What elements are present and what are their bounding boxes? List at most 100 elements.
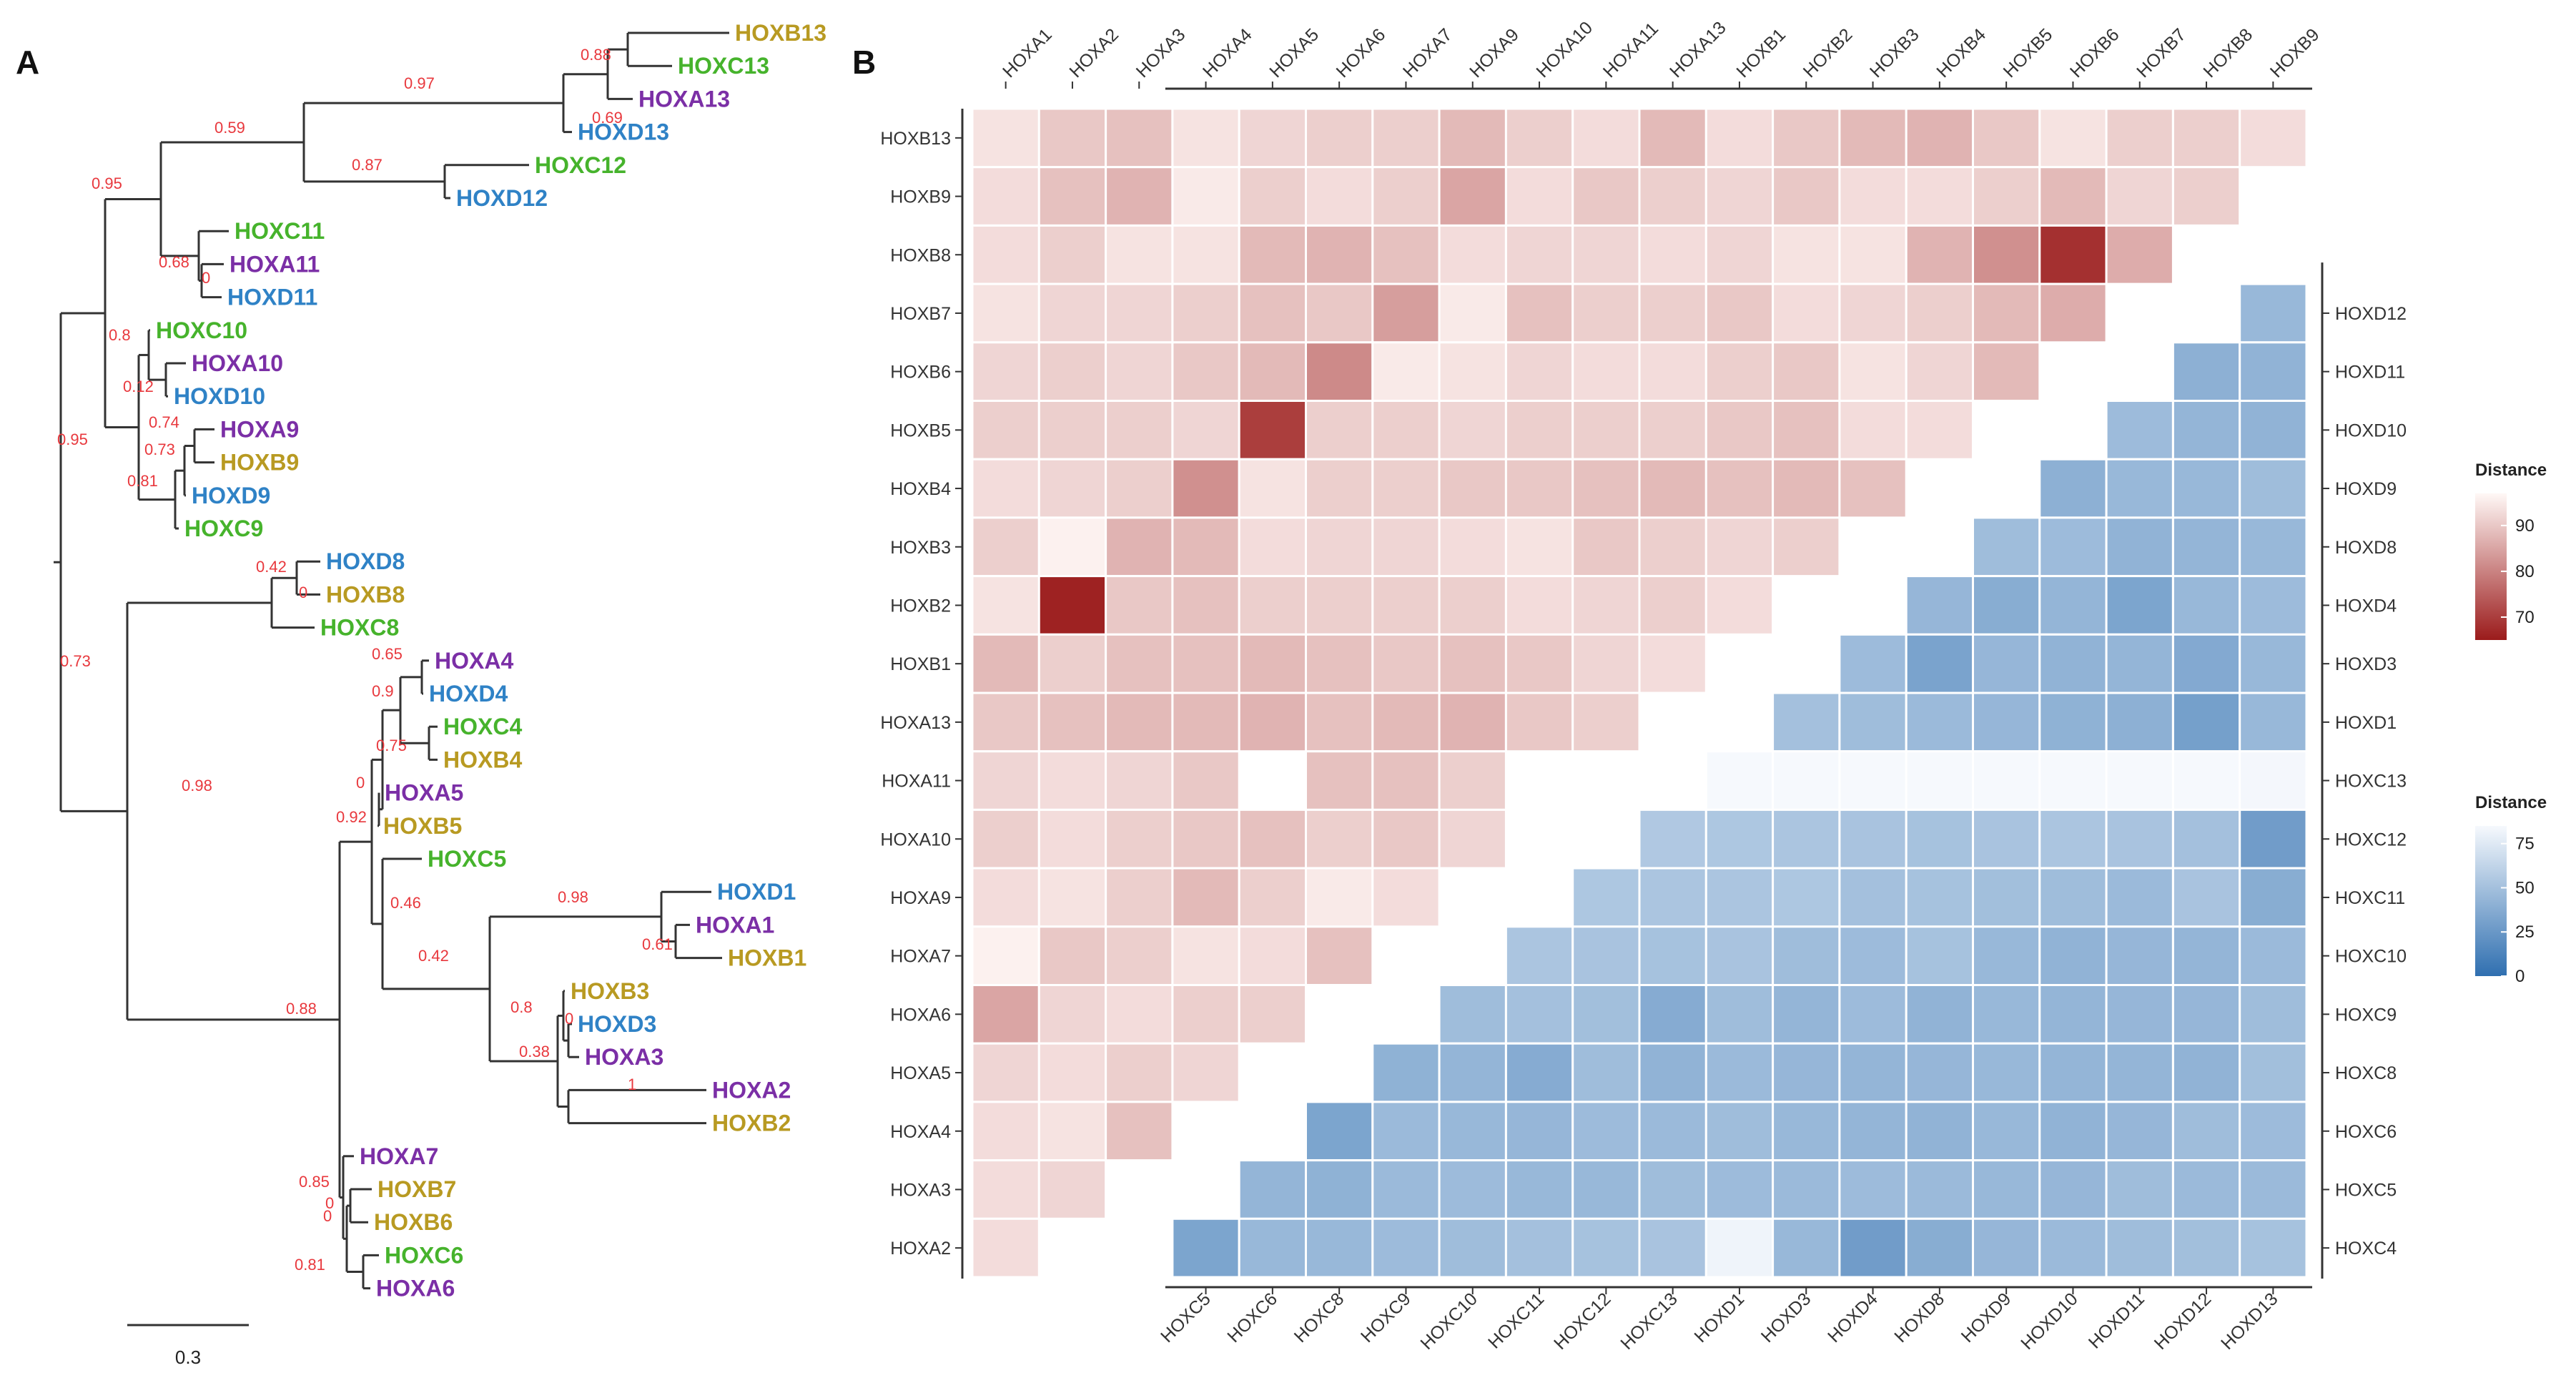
heatmap-cell-lower — [2239, 984, 2308, 1045]
heatmap-cell-upper — [1037, 1159, 1107, 1220]
heatmap-cell-upper — [1371, 808, 1441, 870]
heatmap-cell-lower — [1638, 867, 1707, 928]
heatmap-cell-upper — [1305, 691, 1374, 753]
tree-leaf-label: HOXC8 — [320, 615, 399, 641]
tree-leaf-label: HOXC12 — [535, 152, 626, 178]
heatmap-cell-lower — [2171, 1101, 2241, 1162]
heatmap-top-column-label: HOXB1 — [1732, 25, 1790, 82]
heatmap-cell-upper — [1171, 1042, 1240, 1103]
tree-support-value: 0.8 — [109, 326, 131, 344]
heatmap-cell-lower — [2038, 575, 2108, 636]
heatmap-cell-upper — [1037, 925, 1107, 987]
heatmap-cell-upper — [1105, 516, 1174, 578]
heatmap-cell-lower — [1838, 925, 1908, 987]
heatmap-cell-upper — [2239, 107, 2308, 169]
heatmap-cell-upper — [1105, 458, 1174, 519]
heatmap-cell-upper — [1171, 867, 1240, 928]
heatmap-cell-lower — [1772, 1217, 1841, 1279]
tree-support-value: 0.81 — [127, 472, 158, 490]
heatmap-cell-upper — [1838, 107, 1908, 169]
heatmap-cell-upper — [1772, 166, 1841, 227]
tree-support-value: 0.92 — [336, 808, 367, 826]
heatmap-top-column-label: HOXA11 — [1599, 19, 1662, 82]
tree-support-value: 0.46 — [390, 894, 421, 912]
heatmap-cell-upper — [1371, 282, 1441, 344]
heatmap-cell-upper — [971, 341, 1040, 402]
heatmap-cell-upper — [1305, 282, 1374, 344]
heatmap-cell-upper — [971, 1217, 1040, 1279]
heatmap-cell-upper — [1438, 400, 1507, 461]
heatmap-cell-lower — [2239, 808, 2308, 870]
heatmap-cell-upper — [1105, 1042, 1174, 1103]
tree-leaf-label: HOXD3 — [578, 1011, 656, 1037]
heatmap-cell-upper — [1238, 691, 1307, 753]
tree-support-value: 0.42 — [418, 947, 449, 965]
heatmap-cell-lower — [2171, 750, 2241, 811]
heatmap-top-column-label: HOXB4 — [1933, 24, 1990, 82]
heatmap-cell-upper — [971, 575, 1040, 636]
tree-leaf-label: HOXD4 — [429, 681, 508, 707]
heatmap-cell-upper — [1438, 691, 1507, 753]
heatmap-cell-lower — [1438, 1159, 1507, 1220]
heatmap-cell-upper — [1171, 984, 1240, 1045]
heatmap-cell-lower — [2105, 516, 2174, 578]
heatmap-cell-upper — [1171, 166, 1240, 227]
heatmap-cell-upper — [1704, 516, 1775, 578]
tree-support-value: 0 — [323, 1207, 332, 1225]
tree-leaf-label: HOXA13 — [638, 86, 730, 112]
tree-leaf-label: HOXB6 — [374, 1209, 453, 1235]
heatmap-top-column-label: HOXA7 — [1399, 25, 1456, 82]
heatmap-cell-upper — [1105, 750, 1174, 811]
heatmap-cell-upper — [1238, 166, 1307, 227]
tree-support-value: 0.95 — [57, 430, 88, 448]
heatmap-right-row-label: HOXD9 — [2335, 479, 2397, 499]
heatmap-cell-upper — [1305, 224, 1374, 285]
tree-leaf-label: HOXC13 — [678, 53, 769, 79]
heatmap-cell-upper — [1037, 400, 1107, 461]
heatmap-top-column-label: HOXA5 — [1265, 25, 1323, 82]
heatmap-cell-upper — [1704, 575, 1775, 636]
heatmap-cell-upper — [1037, 984, 1107, 1045]
heatmap-cell-lower — [1905, 1101, 1974, 1162]
heatmap-top-column-label: HOXB3 — [1866, 25, 1923, 82]
heatmap-cell-lower — [1638, 984, 1707, 1045]
tree-support-value: 0.12 — [123, 378, 154, 395]
heatmap-cell-lower — [2239, 633, 2308, 694]
heatmap-cell-upper — [971, 808, 1040, 870]
heatmap-cell-lower — [2239, 1217, 2308, 1279]
heatmap-cell-lower — [1905, 984, 1974, 1045]
heatmap-cell-lower — [2105, 633, 2174, 694]
heatmap-cell-upper — [1305, 867, 1374, 928]
heatmap-cell-lower — [1638, 1217, 1707, 1279]
heatmap-cell-lower — [2038, 808, 2108, 870]
heatmap-cell-upper — [971, 1101, 1040, 1162]
heatmap-cell-upper — [1571, 516, 1641, 578]
heatmap-cell-lower — [1305, 1217, 1374, 1279]
panel-a-label: A — [16, 44, 39, 81]
heatmap-right-row-label: HOXC9 — [2335, 1005, 2397, 1025]
heatmap-cell-upper — [1238, 633, 1307, 694]
heatmap-right-row-label: HOXD8 — [2335, 538, 2397, 558]
heatmap-cell-lower — [2105, 925, 2174, 987]
heatmap-cell-lower — [2239, 867, 2308, 928]
heatmap-bottom-column-label: HOXC10 — [1416, 1289, 1481, 1354]
heatmap-cell-lower — [2171, 867, 2241, 928]
heatmap-cell-upper — [1171, 224, 1240, 285]
heatmap-cell-upper — [971, 458, 1040, 519]
heatmap-cell-lower — [1571, 925, 1641, 987]
heatmap-cell-lower — [1504, 1159, 1574, 1220]
heatmap-cell-lower — [1905, 867, 1974, 928]
heatmap-cell-upper — [1238, 458, 1307, 519]
heatmap-cell-upper — [1238, 107, 1307, 169]
heatmap-top-column-label: HOXA13 — [1666, 18, 1730, 82]
heatmap-left-row-label: HOXB7 — [890, 304, 951, 324]
tree-leaf-label: HOXB13 — [735, 20, 826, 46]
heatmap-cell-upper — [1171, 575, 1240, 636]
heatmap-cell-upper — [1772, 107, 1841, 169]
heatmap-cell-upper — [1371, 107, 1441, 169]
heatmap-cell-upper — [1438, 458, 1507, 519]
heatmap-cell-upper — [971, 282, 1040, 344]
heatmap-cell-lower — [2105, 691, 2174, 753]
heatmap-cell-lower — [2105, 458, 2174, 519]
heatmap-right-row-label: HOXD12 — [2335, 304, 2407, 324]
